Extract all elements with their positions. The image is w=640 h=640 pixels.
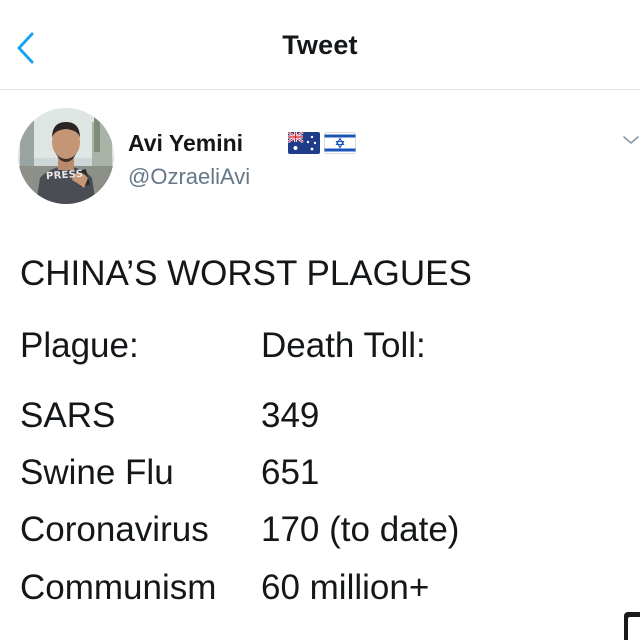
table-header-plague: Plague: [20, 326, 139, 365]
author-display-name[interactable]: Avi Yemini [128, 130, 244, 156]
corner-fragment [624, 612, 640, 640]
page-title: Tweet [282, 30, 358, 60]
row-toll-communism: 60 million+ [261, 568, 430, 607]
australia-flag-icon [288, 132, 320, 154]
row-plague-coronavirus: Coronavirus [20, 510, 209, 549]
chevron-left-icon [17, 32, 34, 64]
row-plague-sars: SARS [20, 396, 116, 435]
row-plague-swine-flu: Swine Flu [20, 453, 174, 492]
table-header-death-toll: Death Toll: [261, 326, 426, 365]
tweet-author: PRESS Avi Yemini @Ozrael [18, 108, 618, 208]
back-button[interactable] [10, 28, 46, 68]
chevron-down-icon [623, 136, 639, 144]
top-nav-bar: Tweet [0, 0, 640, 90]
row-plague-communism: Communism [20, 568, 217, 607]
author-handle[interactable]: @OzraeliAvi [128, 164, 251, 189]
row-toll-sars: 349 [261, 396, 320, 435]
row-toll-swine-flu: 651 [261, 453, 320, 492]
tweet-menu-button[interactable] [620, 130, 640, 150]
israel-flag-icon [324, 132, 356, 154]
avatar[interactable]: PRESS [18, 108, 114, 204]
avatar-image [18, 108, 114, 204]
tweet-title: CHINA’S WORST PLAGUES [20, 254, 472, 293]
row-toll-coronavirus: 170 (to date) [261, 510, 460, 549]
